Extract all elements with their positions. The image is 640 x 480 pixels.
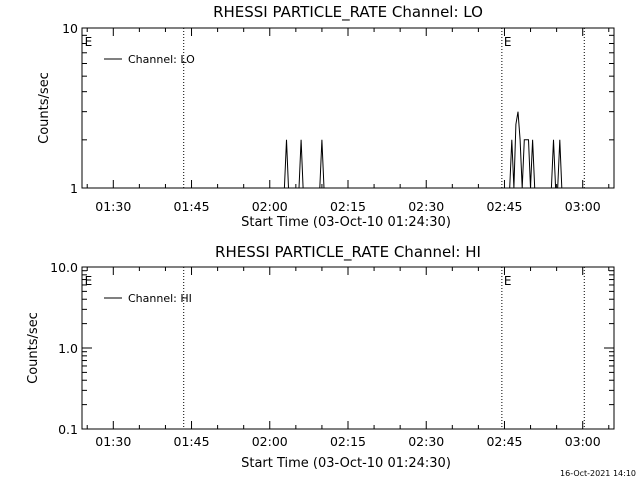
plot-frame-lo	[81, 27, 615, 189]
y-tick-label-lo: 1	[70, 181, 78, 196]
x-tick-label-lo: 03:00	[565, 199, 601, 214]
legend-label-hi: Channel: HI	[128, 292, 192, 305]
panel-lo: RHESSI PARTICLE_RATE Channel: LO Counts/…	[37, 3, 615, 230]
legend-label-lo: Channel: LO	[128, 53, 195, 66]
y-tick-label-lo: 10	[62, 21, 78, 36]
x-tick-label-hi: 01:30	[95, 434, 131, 449]
chart-title-hi: RHESSI PARTICLE_RATE Channel: HI	[215, 243, 481, 262]
x-tick-label-lo: 02:00	[252, 199, 288, 214]
event-marker-hi: E	[504, 274, 512, 288]
x-tick-label-hi: 02:45	[486, 434, 522, 449]
x-tick-label-lo: 01:30	[95, 199, 131, 214]
x-tick-label-hi: 02:15	[330, 434, 366, 449]
footer-timestamp: 16-Oct-2021 14:10	[560, 469, 636, 478]
x-axis-label-lo: Start Time (03-Oct-10 01:24:30)	[241, 215, 451, 230]
x-tick-label-hi: 02:30	[408, 434, 444, 449]
event-marker-lo: E	[85, 35, 93, 49]
y-axis-label-hi: Counts/sec	[26, 312, 41, 384]
event-marker-hi: E	[85, 274, 93, 288]
y-tick-label-hi: 10.0	[50, 260, 78, 275]
x-tick-label-lo: 02:30	[408, 199, 444, 214]
x-tick-label-hi: 01:45	[174, 434, 210, 449]
x-tick-label-hi: 03:00	[565, 434, 601, 449]
x-tick-label-lo: 02:15	[330, 199, 366, 214]
panel-hi: RHESSI PARTICLE_RATE Channel: HI Counts/…	[26, 243, 615, 471]
y-tick-label-hi: 0.1	[58, 422, 78, 437]
y-axis-label-lo: Counts/sec	[37, 72, 52, 144]
series-line-lo	[83, 111, 614, 189]
x-tick-label-hi: 02:00	[252, 434, 288, 449]
x-tick-label-lo: 01:45	[174, 199, 210, 214]
x-tick-label-lo: 02:45	[486, 199, 522, 214]
y-tick-label-hi: 1.0	[58, 341, 78, 356]
chart-title-lo: RHESSI PARTICLE_RATE Channel: LO	[213, 3, 483, 22]
event-marker-lo: E	[504, 35, 512, 49]
x-axis-label-hi: Start Time (03-Oct-10 01:24:30)	[241, 456, 451, 471]
